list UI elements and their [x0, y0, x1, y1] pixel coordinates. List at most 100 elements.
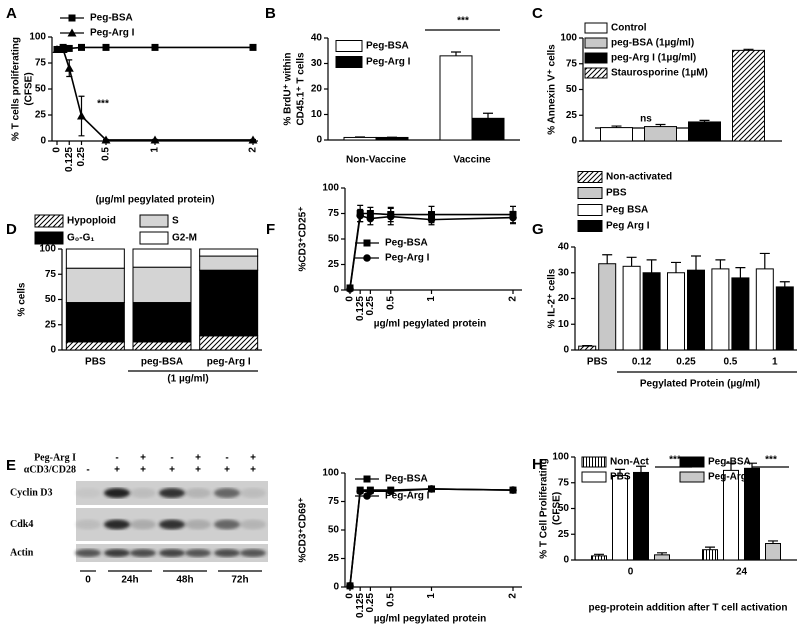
y-tick-label: 0 — [333, 285, 339, 296]
treatment-sign: + — [250, 453, 256, 464]
blot-band — [159, 488, 185, 498]
marker — [77, 111, 86, 120]
marker — [78, 43, 85, 51]
legend-swatch — [679, 456, 705, 468]
legend-marker — [363, 492, 371, 500]
legend-swatch — [584, 52, 608, 64]
y-tick-label: 100 — [322, 468, 339, 479]
legend-label: Peg-BSA — [366, 41, 409, 52]
blot-band — [104, 549, 130, 557]
time-label: 48h — [176, 575, 193, 586]
bar — [633, 471, 649, 561]
x-tick-label: 0.25 — [76, 147, 87, 167]
y-tick-label: 50 — [328, 234, 340, 245]
error-bar — [636, 465, 646, 473]
marker — [366, 214, 375, 223]
y-tick-label: 0 — [40, 136, 46, 147]
legend-marker — [67, 28, 77, 37]
error-bar — [743, 48, 754, 51]
treatment-label: αCD3/CD28 — [24, 464, 76, 475]
y-tick-label: 20 — [558, 293, 570, 304]
legend-label: Peg-BSA — [385, 238, 428, 249]
panel-letter: B — [265, 5, 276, 22]
bar — [642, 272, 661, 351]
x-tick-label: 1 — [772, 357, 778, 368]
time-label: 0 — [85, 575, 91, 586]
marker — [249, 43, 257, 51]
x-tick-label: 0.5 — [723, 357, 737, 368]
error-bar — [611, 125, 622, 128]
legend-swatch — [577, 220, 603, 232]
legend-label: PBS — [606, 188, 627, 199]
error-bar — [699, 119, 710, 122]
y-tick-label: 25 — [558, 529, 570, 540]
y-axis-label: (CFSE) — [24, 72, 35, 105]
treatment-sign: + — [140, 465, 146, 476]
bar — [644, 126, 677, 142]
treatment-sign: + — [140, 453, 146, 464]
y-tick-label: 75 — [328, 208, 340, 219]
y-tick-label: 25 — [328, 553, 340, 564]
panel-letter: G — [532, 221, 544, 238]
y-axis-label: %CD3⁺CD69⁺ — [298, 497, 309, 562]
marker — [248, 135, 258, 144]
x-tick-label: 0 — [628, 567, 634, 578]
error-bar — [594, 553, 604, 556]
y-axis-label: % Annexin V⁺ cells — [547, 44, 558, 135]
y-axis-label: % IL-2⁺ cells — [547, 268, 558, 328]
y-tick-label: 100 — [322, 183, 339, 194]
y-tick-label: 50 — [328, 525, 340, 536]
x-tick-label: 0 — [345, 593, 356, 599]
x-tick-label: PBS — [85, 357, 106, 368]
marker — [356, 487, 364, 496]
y-tick-label: 0 — [316, 135, 322, 146]
annotation: ns — [640, 114, 652, 125]
marker — [52, 44, 62, 53]
y-tick-label: 0 — [563, 555, 569, 566]
treatment-sign: - — [225, 453, 228, 464]
bar — [755, 268, 774, 351]
blot-row-label: Cdk4 — [10, 519, 33, 530]
bar — [687, 269, 705, 351]
bar — [375, 136, 409, 141]
panel-letter: H — [532, 456, 543, 473]
marker — [346, 582, 354, 590]
treatment-sign: + — [224, 465, 230, 476]
legend-label: Staurosporine (1µM) — [611, 68, 708, 79]
blot-band — [75, 488, 101, 498]
legend-label: peg-BSA (1µg/ml) — [611, 38, 694, 49]
time-label: 72h — [231, 575, 248, 586]
legend-label: Peg-Arg I — [385, 491, 430, 502]
x-tick-label: 0.125 — [64, 147, 75, 172]
marker — [101, 135, 111, 144]
series-line — [57, 48, 253, 141]
blot-band — [104, 488, 130, 498]
series-line — [349, 488, 514, 586]
blot-band — [104, 519, 130, 530]
annotation: *** — [669, 455, 681, 466]
x-tick-label: 1 — [150, 147, 161, 153]
bar — [667, 272, 685, 351]
bar — [598, 263, 617, 351]
legend-label: Peg-BSA — [385, 474, 428, 485]
bar — [65, 267, 125, 304]
bar — [343, 136, 377, 141]
y-tick-label: 75 — [566, 58, 578, 69]
error-bar — [705, 546, 715, 550]
treatment-sign: + — [195, 453, 201, 464]
error-bar — [726, 462, 736, 471]
legend-swatch — [577, 204, 603, 216]
legend-swatch — [581, 471, 607, 483]
legend-swatch — [335, 56, 363, 68]
treatment-sign: + — [250, 465, 256, 476]
y-tick-label: 50 — [35, 84, 47, 95]
blot-band — [240, 488, 266, 498]
legend-swatch — [335, 40, 363, 52]
y-tick-label: 100 — [29, 32, 46, 43]
bar — [132, 266, 192, 304]
y-tick-label: 25 — [566, 110, 578, 121]
marker — [65, 44, 73, 52]
bar — [132, 248, 192, 268]
panel-letter: D — [6, 221, 17, 238]
